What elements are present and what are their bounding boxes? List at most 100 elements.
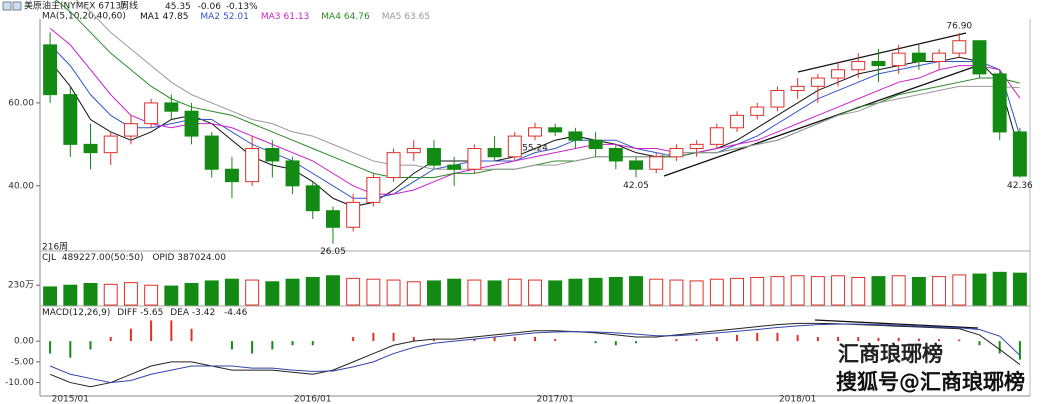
ma-value: 64.76: [344, 12, 370, 22]
icon: [12, 1, 22, 11]
ma-name: MA5: [382, 12, 402, 22]
candle-body: [406, 148, 421, 154]
candle-body: [770, 89, 785, 108]
annotation: 55.24: [522, 144, 548, 154]
annotation: 42.36: [1007, 181, 1033, 191]
volume-bar: [346, 277, 361, 306]
y-tick-label: -5.00: [11, 357, 35, 367]
volume-bar: [528, 279, 542, 306]
change: -0.06: [198, 2, 222, 12]
volume-bar: [204, 280, 219, 306]
ma-value: 63.65: [404, 12, 430, 22]
volume-bar: [689, 280, 704, 306]
candle-body: [548, 127, 563, 133]
volume-bar: [568, 278, 583, 306]
volume-bar: [507, 278, 522, 306]
y-tick-label: 40.00: [8, 181, 34, 191]
trend-line: [663, 62, 986, 177]
volume-bar: [164, 285, 179, 306]
volume-bar: [629, 276, 643, 306]
volume-bar: [265, 281, 280, 306]
volume-bar: [810, 276, 825, 306]
volume-bar: [750, 276, 765, 306]
watermark: 搜狐号@汇商琅琊榜: [836, 370, 1025, 394]
volume-bar: [487, 280, 502, 306]
candle-body: [164, 102, 179, 112]
candle-body: [265, 148, 280, 162]
volume-bar: [83, 283, 98, 306]
candle-body: [871, 60, 886, 67]
volume-bar: [467, 279, 482, 306]
candle-body: [184, 110, 199, 137]
annotation: 76.90: [946, 21, 972, 31]
volume-bar: [43, 286, 58, 306]
candle-body: [790, 85, 805, 91]
x-tick-label: 2018/01: [779, 395, 816, 404]
volume-bar: [952, 274, 967, 306]
candle-body: [629, 160, 643, 170]
candle-body: [750, 106, 765, 116]
trend-line: [797, 32, 967, 73]
volume-bar: [224, 278, 239, 306]
chart-title: 美原油主(NYMEX 6713): [24, 0, 125, 12]
volume-bar: [103, 283, 118, 306]
candle-body: [831, 69, 846, 79]
volume-bar: [669, 279, 684, 306]
candle-body: [972, 40, 987, 75]
ma-name: MA2: [200, 12, 220, 22]
candle-body: [487, 148, 502, 158]
ma-name: MA4: [321, 12, 341, 22]
ma-line: [75, 0, 1020, 170]
candle-body: [204, 135, 219, 170]
candle-body: [810, 77, 825, 87]
macd-line: [49, 323, 1021, 384]
candle-body: [992, 73, 1007, 133]
candle-body: [911, 52, 926, 62]
ma-name: MA3: [261, 12, 281, 22]
volume-bar: [770, 276, 785, 306]
volume-bar: [427, 280, 441, 306]
ma-name: MA1: [140, 12, 160, 22]
candle-body: [366, 177, 381, 203]
candle-body: [43, 44, 58, 96]
volume-bar: [992, 271, 1007, 306]
x-tick-label: 2015/01: [52, 395, 89, 404]
candle-body: [891, 52, 906, 67]
candle-body: [103, 135, 118, 154]
volume-bar: [406, 281, 421, 306]
candle-body: [709, 127, 724, 145]
cjl-value: 489227.00(50:50): [62, 253, 144, 263]
volume-bar: [245, 279, 260, 306]
volume-bar: [325, 275, 340, 306]
volume-bar: [608, 276, 623, 306]
opid: OPID 387024.00: [152, 253, 226, 263]
candle-body: [305, 185, 320, 212]
candle-body: [608, 148, 623, 162]
candle-body: [730, 114, 745, 129]
volume-bar: [851, 276, 866, 306]
period: 周线: [120, 0, 138, 12]
candle-body: [588, 139, 603, 150]
dea-value: -3.42: [192, 308, 215, 318]
volume-bar: [144, 284, 159, 306]
trend-lines: [663, 32, 986, 329]
ma-value: 52.01: [223, 12, 249, 22]
volume-bar: [730, 277, 745, 306]
candle-body: [285, 160, 300, 187]
candle-body: [528, 127, 542, 137]
diff-value: -5.65: [140, 308, 163, 318]
candle-body: [83, 143, 98, 154]
volume-bar: [305, 276, 320, 306]
candle-body: [123, 123, 138, 137]
volume-bar: [386, 279, 401, 306]
volume-bar: [366, 278, 381, 306]
candle-body: [467, 148, 482, 170]
trend-line: [814, 319, 979, 329]
volume-bar: [709, 278, 724, 306]
diff-name: DIFF: [117, 308, 137, 318]
volume-bar: [285, 278, 300, 306]
price: 45.35: [165, 2, 191, 12]
volume-bar: [932, 276, 947, 306]
volume-bar: [831, 275, 846, 306]
